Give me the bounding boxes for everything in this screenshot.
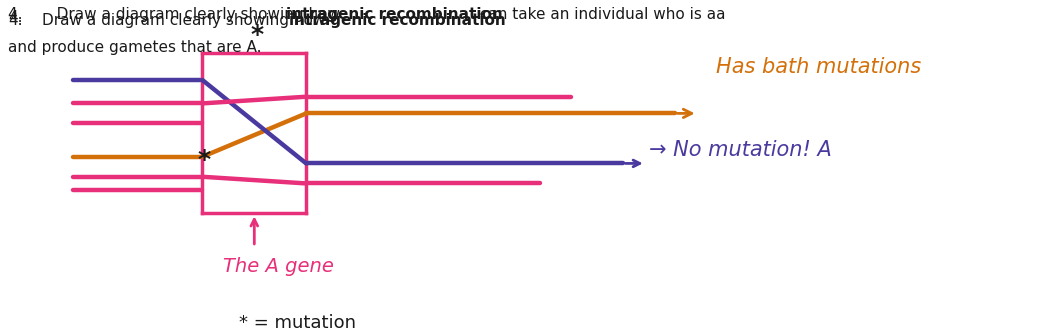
Text: → No mutation! A: → No mutation! A: [649, 140, 831, 160]
Text: intragenic recombination: intragenic recombination: [286, 7, 503, 22]
Text: 4.       Draw a diagram clearly showing how: 4. Draw a diagram clearly showing how: [8, 7, 346, 22]
Text: Has bath mutations: Has bath mutations: [716, 57, 922, 77]
Text: 4.: 4.: [8, 13, 23, 29]
Text: and produce gametes that are A.: and produce gametes that are A.: [8, 40, 262, 55]
Text: *: *: [251, 23, 264, 47]
Text: * = mutation: * = mutation: [239, 313, 356, 332]
Text: *: *: [198, 148, 211, 172]
Text: The A gene: The A gene: [223, 257, 334, 276]
Text: can take an individual who is aa: can take an individual who is aa: [475, 7, 726, 22]
Text: Draw a diagram clearly showing how: Draw a diagram clearly showing how: [42, 13, 330, 29]
Text: 4.: 4.: [8, 10, 23, 25]
Text: intragenic recombination: intragenic recombination: [289, 13, 506, 29]
